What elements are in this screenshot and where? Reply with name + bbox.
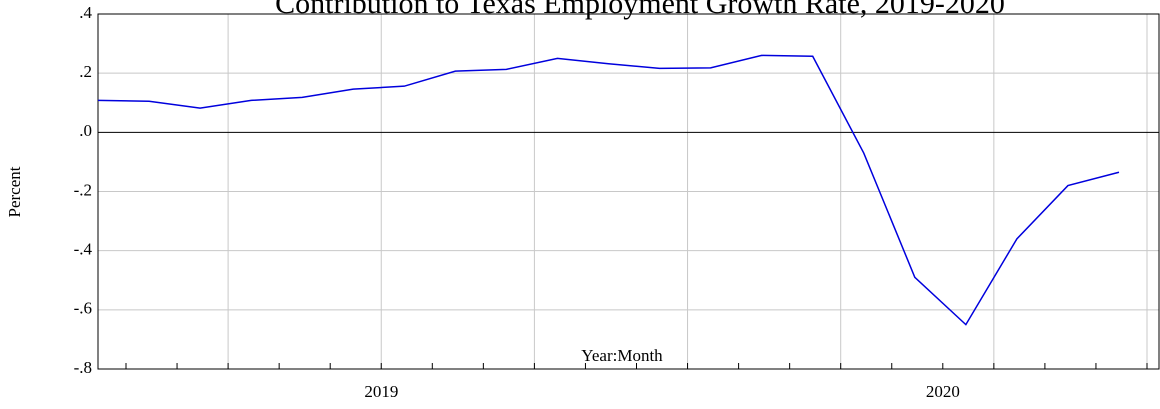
y-axis-label: Percent bbox=[5, 166, 24, 217]
y-tick-label: .0 bbox=[79, 121, 92, 140]
x-tick-label: 2019 bbox=[364, 382, 398, 401]
series-line bbox=[97, 54, 1120, 326]
y-tick-label: .4 bbox=[79, 3, 92, 22]
y-tick-label: -.8 bbox=[74, 358, 92, 377]
chart-title: Contribution to Texas Employment Growth … bbox=[275, 0, 1005, 20]
y-tick-label: -.2 bbox=[74, 180, 92, 199]
y-tick-label: .2 bbox=[79, 62, 92, 81]
y-tick-label: -.4 bbox=[74, 240, 93, 259]
plot-frame bbox=[97, 13, 1160, 370]
x-tick-label: 2020 bbox=[926, 382, 960, 401]
y-tick-label: -.6 bbox=[74, 299, 92, 318]
x-axis-label: Year:Month bbox=[581, 346, 663, 365]
